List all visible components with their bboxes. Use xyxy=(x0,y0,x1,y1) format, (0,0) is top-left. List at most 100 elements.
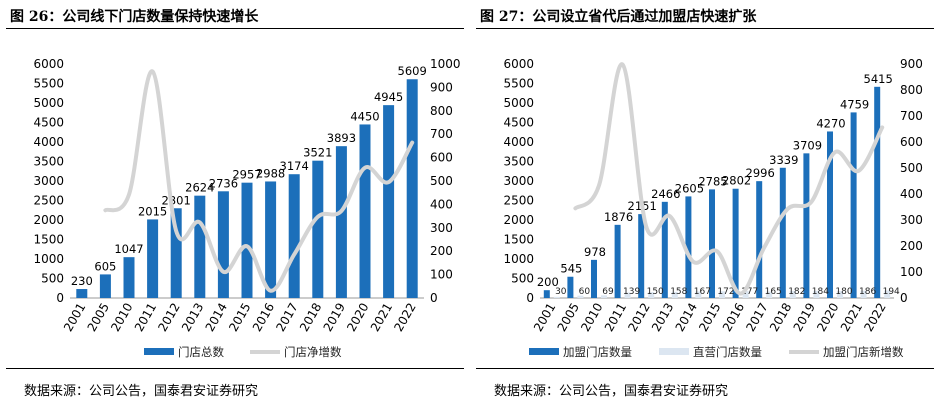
y-right-tick-label: 600 xyxy=(430,151,453,165)
bar-data-label: 2802 xyxy=(722,174,751,188)
bar xyxy=(766,291,773,298)
x-tick-label: 2018 xyxy=(767,301,794,334)
y-left-tick-label: 1500 xyxy=(503,233,534,247)
bar xyxy=(591,259,597,298)
y-left-tick-label: 4500 xyxy=(33,116,64,130)
bar xyxy=(732,188,739,298)
bar xyxy=(671,291,678,298)
bar-data-label-small: 184 xyxy=(812,287,829,297)
bar-data-label-small: 165 xyxy=(765,287,782,297)
y-right-tick-label: 400 xyxy=(900,187,923,201)
source-note: 数据来源：公司公告，国泰君安证券研究 xyxy=(494,384,729,399)
title-rule xyxy=(6,28,464,29)
bar-data-label-small: 186 xyxy=(859,287,876,297)
y-left-tick-label: 6000 xyxy=(33,57,64,71)
x-tick-label: 2013 xyxy=(649,301,676,334)
source-rule xyxy=(6,368,464,369)
bar xyxy=(803,153,810,298)
y-left-tick-label: 2500 xyxy=(33,194,64,208)
chart-title: 图 26：公司线下门店数量保持快速增长 xyxy=(10,9,259,25)
bar xyxy=(719,291,725,298)
x-tick-label: 2014 xyxy=(673,301,700,334)
bar xyxy=(709,189,715,298)
y-left-tick-label: 5000 xyxy=(33,96,64,110)
x-tick-label: 2001 xyxy=(61,301,88,334)
legend-label: 加盟门店数量 xyxy=(563,345,632,359)
bar-data-label: 200 xyxy=(537,275,559,289)
bar-data-label: 2624 xyxy=(185,181,214,195)
bar-data-label: 978 xyxy=(584,245,606,259)
bar-data-label-small: 182 xyxy=(788,287,805,297)
source-note: 数据来源：公司公告，国泰君安证券研究 xyxy=(24,384,259,399)
chart-panel-left: 图 26：公司线下门店数量保持快速增长 0 500 1000 1500 2000 2500… xyxy=(6,0,464,410)
bar-data-label: 2605 xyxy=(675,181,704,195)
bar-data-label: 3174 xyxy=(280,159,309,173)
bar-data-label-small: 158 xyxy=(670,287,687,297)
y-left-tick-label: 4000 xyxy=(33,135,64,149)
bar xyxy=(217,191,229,298)
x-tick-label: 2011 xyxy=(602,301,629,334)
legend-label: 直营门店数量 xyxy=(693,345,762,359)
bar xyxy=(813,290,820,298)
legend-swatch xyxy=(529,348,559,355)
x-tick-label: 2012 xyxy=(155,301,182,334)
bar-data-label: 2301 xyxy=(162,193,191,207)
y-right-tick-label: 200 xyxy=(430,244,453,258)
y-left-tick-label: 1500 xyxy=(33,233,64,247)
x-tick-label: 2019 xyxy=(791,301,818,334)
bar-data-label: 2015 xyxy=(138,204,167,218)
bar-data-label: 605 xyxy=(94,259,116,273)
y-left-tick-label: 3500 xyxy=(503,155,534,169)
bar xyxy=(661,201,668,298)
bar xyxy=(779,167,786,298)
legend-swatch xyxy=(144,348,174,355)
y-right-tick-label: 0 xyxy=(430,291,438,305)
x-tick-label: 2021 xyxy=(838,301,865,334)
bar xyxy=(194,195,206,298)
bar-data-label: 5609 xyxy=(398,64,427,78)
y-right-tick-label: 100 xyxy=(900,265,923,279)
y-left-tick-label: 2500 xyxy=(503,194,534,208)
series-line xyxy=(573,62,885,296)
y-left-tick-label: 3500 xyxy=(33,155,64,169)
y-right-tick-label: 500 xyxy=(430,174,453,188)
legend-label: 门店总数 xyxy=(178,345,224,359)
x-tick-label: 2005 xyxy=(555,301,582,334)
x-tick-label: 2018 xyxy=(297,301,324,334)
x-tick-label: 2017 xyxy=(273,301,300,334)
x-tick-label: 2020 xyxy=(814,301,841,334)
bar-data-label-small: 172 xyxy=(717,287,734,297)
bar xyxy=(288,174,300,298)
x-tick-label: 2010 xyxy=(108,301,135,334)
y-left-tick-label: 4000 xyxy=(503,135,534,149)
bar-data-label-small: 139 xyxy=(623,287,640,297)
y-right-tick-label: 300 xyxy=(900,213,923,227)
bar-data-label: 1047 xyxy=(114,242,143,256)
bar-data-label-small: 60 xyxy=(579,287,591,297)
bar-data-label: 4759 xyxy=(840,97,869,111)
y-left-tick-label: 500 xyxy=(511,272,534,286)
bar-data-label: 3521 xyxy=(303,146,332,160)
bar-data-label: 545 xyxy=(560,262,582,276)
bar xyxy=(742,291,749,298)
title-rule xyxy=(476,28,934,29)
bar-data-label: 3893 xyxy=(327,131,356,145)
bar xyxy=(624,292,631,298)
y-right-tick-label: 500 xyxy=(900,161,923,175)
x-tick-label: 2001 xyxy=(531,301,558,334)
source-rule xyxy=(476,368,934,369)
chart-svg-left: 0500100015002000250030003500400045005000… xyxy=(33,57,460,359)
bar xyxy=(884,290,891,298)
bar xyxy=(756,181,763,298)
y-left-tick-label: 5500 xyxy=(503,77,534,91)
bar-data-label-small: 167 xyxy=(694,287,711,297)
y-left-tick-label: 3000 xyxy=(33,174,64,188)
bar xyxy=(577,295,584,298)
bar xyxy=(265,181,277,298)
bar xyxy=(827,131,833,298)
bar-data-label: 2996 xyxy=(746,166,775,180)
bar-data-label: 230 xyxy=(71,274,93,288)
y-right-tick-label: 700 xyxy=(430,127,453,141)
y-left-tick-label: 1000 xyxy=(33,252,64,266)
bar xyxy=(685,196,692,298)
